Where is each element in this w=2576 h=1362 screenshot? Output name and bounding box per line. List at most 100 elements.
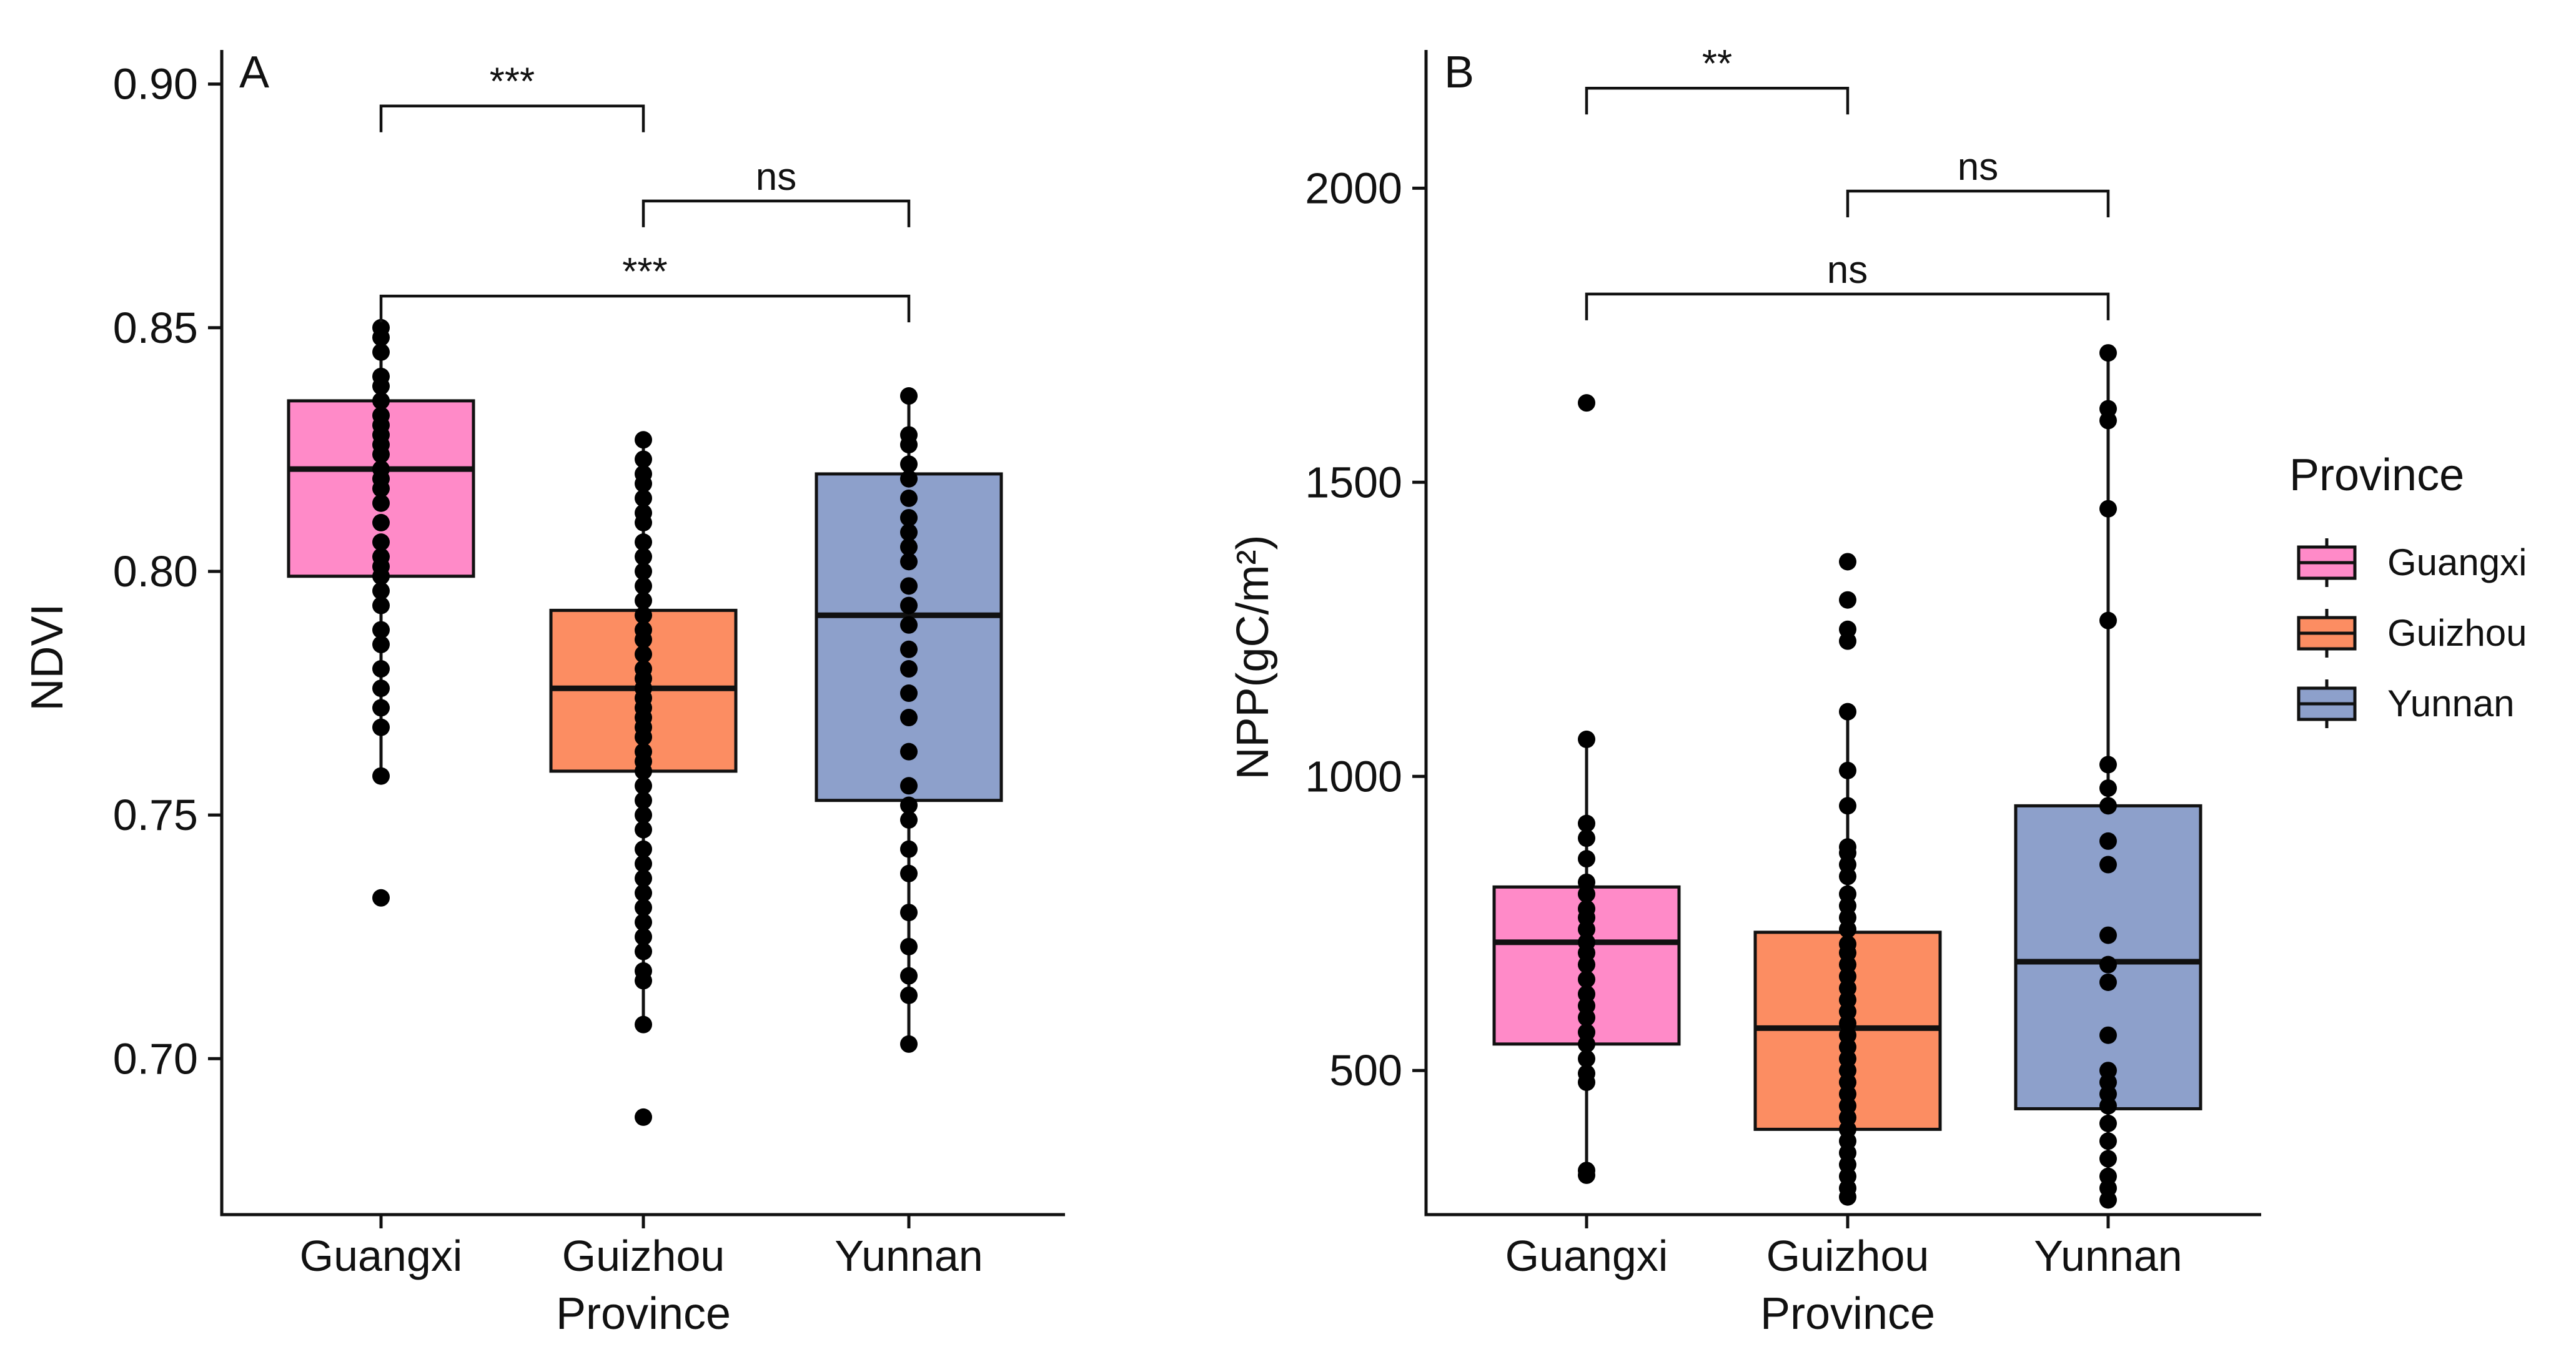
y-tick-label: 0.85 xyxy=(113,303,198,352)
y-axis-title: NDVI xyxy=(22,603,72,711)
data-point xyxy=(900,1035,918,1053)
data-point xyxy=(900,387,918,405)
data-point xyxy=(900,864,918,882)
legend-label-guizhou: Guizhou xyxy=(2387,612,2527,654)
data-point xyxy=(635,913,652,931)
data-point xyxy=(372,699,390,717)
data-point xyxy=(372,621,390,639)
data-point xyxy=(2099,1026,2117,1044)
data-point xyxy=(2099,1150,2117,1168)
data-point xyxy=(635,431,652,449)
data-point xyxy=(1839,703,1856,721)
y-tick-label: 1000 xyxy=(1305,752,1402,801)
data-point xyxy=(1839,797,1856,815)
x-tick-label: Guizhou xyxy=(1766,1231,1930,1280)
data-point xyxy=(372,533,390,551)
data-point xyxy=(900,470,918,488)
data-point xyxy=(900,660,918,678)
bracket-line xyxy=(1585,86,1850,115)
data-point xyxy=(635,489,652,507)
data-point xyxy=(2099,779,2117,797)
data-point xyxy=(2099,973,2117,991)
data-point xyxy=(1578,829,1595,847)
data-point xyxy=(1578,1166,1595,1184)
data-point xyxy=(1839,591,1856,609)
data-point xyxy=(1578,850,1595,868)
y-tick-label: 1500 xyxy=(1305,458,1402,506)
data-point xyxy=(2099,955,2117,974)
x-axis-title: Province xyxy=(1760,1289,1935,1339)
data-point xyxy=(635,777,652,795)
legend-item-yunnan: Yunnan xyxy=(2297,679,2515,728)
significance-bracket: *** xyxy=(379,250,911,323)
legend-label-guangxi: Guangxi xyxy=(2387,541,2527,583)
data-point xyxy=(1578,730,1595,748)
data-point xyxy=(372,328,390,347)
x-tick-label: Yunnan xyxy=(2034,1231,2182,1280)
data-point xyxy=(2099,611,2117,629)
data-point xyxy=(900,523,918,541)
data-point xyxy=(1578,1035,1595,1053)
data-point xyxy=(635,577,652,595)
box-guangxi xyxy=(287,318,475,907)
data-point xyxy=(1578,1073,1595,1092)
data-point xyxy=(1578,394,1595,412)
data-point xyxy=(635,791,652,809)
data-point xyxy=(635,928,652,946)
data-point xyxy=(2099,856,2117,874)
data-point xyxy=(635,869,652,887)
data-point xyxy=(2099,926,2117,944)
data-point xyxy=(635,728,652,746)
box-guangxi xyxy=(1492,394,1681,1184)
data-point xyxy=(372,679,390,698)
data-point xyxy=(1839,553,1856,571)
data-point xyxy=(900,577,918,595)
y-tick-label: 0.80 xyxy=(113,547,198,596)
panel-b-npp: 500 1000 1500 2000 Guangxi Guizhou Yunnan Provi… xyxy=(1228,42,2261,1339)
data-point xyxy=(900,811,918,829)
data-point xyxy=(900,538,918,556)
data-point xyxy=(635,533,652,551)
significance-label: ** xyxy=(1702,42,1732,86)
data-point xyxy=(900,640,918,658)
data-point xyxy=(635,548,652,566)
legend-item-guizhou: Guizhou xyxy=(2297,609,2527,658)
x-tick-label: Guangxi xyxy=(300,1231,463,1280)
data-point xyxy=(2099,797,2117,815)
data-point xyxy=(635,631,652,649)
data-point xyxy=(372,494,390,512)
data-point xyxy=(635,762,652,780)
data-point xyxy=(635,606,652,624)
significance-bracket: ns xyxy=(1585,249,2110,320)
legend-item-guangxi: Guangxi xyxy=(2297,538,2527,587)
data-point xyxy=(372,718,390,736)
significance-bracket: ** xyxy=(1585,42,1850,115)
data-point xyxy=(900,616,918,634)
data-point xyxy=(2099,1132,2117,1150)
data-point xyxy=(635,591,652,609)
data-point xyxy=(1578,970,1595,989)
box-guizhou xyxy=(549,431,738,1126)
data-point xyxy=(1839,867,1856,886)
data-point xyxy=(635,899,652,917)
data-point xyxy=(900,509,918,527)
data-point xyxy=(1839,761,1856,779)
panel-letter: A xyxy=(239,47,269,97)
data-point xyxy=(900,436,918,454)
data-point xyxy=(2099,1191,2117,1209)
y-axis-title: NPP(gC/m²) xyxy=(1228,535,1278,780)
box-yunnan xyxy=(2014,344,2202,1209)
y-tick-label: 2000 xyxy=(1305,164,1402,212)
x-tick-label: Guangxi xyxy=(1505,1231,1668,1280)
data-point xyxy=(1839,1188,1856,1206)
data-point xyxy=(372,445,390,463)
bracket-line xyxy=(379,294,911,323)
data-point xyxy=(372,596,390,614)
data-point xyxy=(900,553,918,571)
bracket-line xyxy=(1585,292,2110,320)
data-point xyxy=(372,567,390,585)
box-yunnan xyxy=(815,387,1003,1053)
significance-label: ns xyxy=(1827,249,1868,292)
